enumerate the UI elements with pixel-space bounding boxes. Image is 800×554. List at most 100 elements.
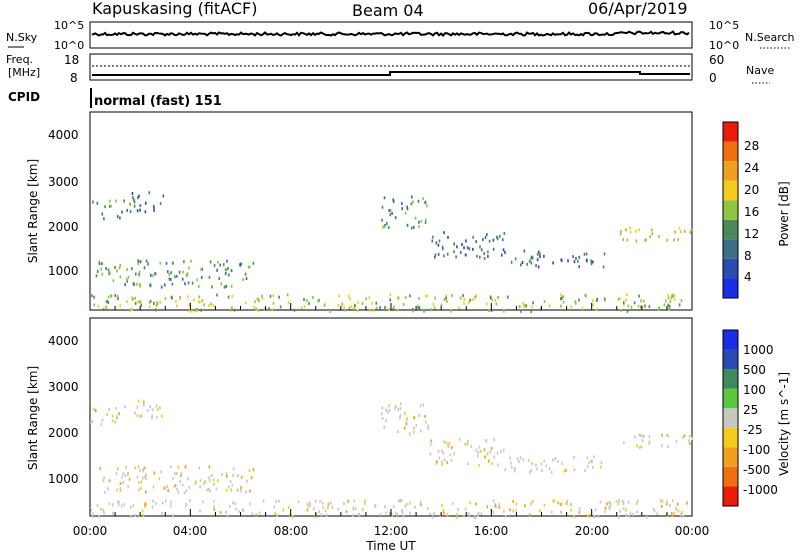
heatmap-cell [241, 508, 244, 512]
heatmap-cell [142, 476, 144, 480]
heatmap-cell [496, 451, 499, 455]
heatmap-cell [237, 474, 239, 478]
heatmap-cell [183, 491, 186, 495]
heatmap-cell [140, 303, 143, 307]
heatmap-cell [240, 489, 242, 493]
heatmap-cell [401, 509, 403, 512]
heatmap-cell [565, 468, 567, 472]
heatmap-cell [213, 482, 215, 486]
heatmap-cell [634, 435, 636, 439]
heatmap-cell [210, 302, 212, 306]
heatmap-cell [215, 487, 218, 491]
heatmap-cell [480, 248, 483, 252]
heatmap-cell [126, 300, 128, 304]
heatmap-cell [483, 257, 486, 260]
heatmap-cell [308, 301, 310, 305]
heatmap-cell [133, 283, 135, 287]
heatmap-cell [131, 307, 133, 311]
heatmap-cell [467, 440, 469, 443]
heatmap-cell [661, 444, 663, 448]
heatmap-cell [242, 508, 245, 512]
heatmap-cell [107, 268, 110, 272]
heatmap-cell [401, 207, 403, 211]
heatmap-cell [405, 420, 408, 424]
heatmap-cell [673, 511, 676, 515]
heatmap-cell [210, 474, 213, 477]
colorbar-segment [723, 330, 738, 350]
heatmap-cell [216, 268, 218, 272]
heatmap-cell [661, 499, 664, 503]
heatmap-cell [232, 501, 234, 505]
heatmap-cell [413, 225, 415, 229]
heatmap-cell [392, 198, 394, 202]
heatmap-cell [583, 252, 586, 256]
heatmap-cell [465, 253, 467, 257]
heatmap-cell [397, 296, 399, 300]
heatmap-cell [348, 306, 351, 310]
heatmap-cell [323, 303, 326, 307]
heatmap-cell [668, 304, 671, 308]
heatmap-cell [417, 304, 419, 308]
heatmap-cell [116, 488, 118, 492]
heatmap-cell [515, 502, 518, 506]
heatmap-cell [388, 404, 391, 408]
heatmap-cell [608, 501, 611, 505]
heatmap-cell [106, 299, 108, 303]
heatmap-cell [648, 435, 651, 439]
heatmap-cell [404, 504, 407, 508]
heatmap-cell [464, 507, 467, 511]
heatmap-cell [496, 235, 498, 239]
heatmap-cell [225, 471, 228, 475]
heatmap-cell [138, 194, 140, 198]
freq-label-2: [MHz] [8, 66, 40, 79]
heatmap-cell [383, 425, 385, 429]
heatmap-cell [644, 238, 646, 242]
heatmap-cell [618, 515, 620, 519]
velocity-panel: Slant Range [km] 4000 3000 2000 1000 100… [26, 317, 791, 519]
heatmap-cell [200, 276, 203, 279]
heatmap-cell [244, 301, 247, 305]
heatmap-cell [529, 471, 531, 474]
heatmap-cell [486, 505, 489, 509]
heatmap-cell [170, 500, 172, 504]
heatmap-cell [530, 261, 533, 265]
heatmap-cell [575, 301, 577, 305]
heatmap-cell [306, 299, 308, 302]
heatmap-cell [381, 406, 384, 410]
heatmap-cell [501, 253, 503, 257]
heatmap-cell [589, 514, 592, 518]
heatmap-cell [456, 245, 458, 249]
heatmap-cell [129, 210, 132, 213]
heatmap-cell [174, 275, 176, 279]
heatmap-cell [401, 202, 403, 205]
heatmap-cell [400, 402, 402, 406]
heatmap-cell [404, 412, 406, 416]
heatmap-cell [343, 305, 345, 309]
heatmap-cell [457, 508, 459, 511]
heatmap-cell [623, 441, 625, 445]
heatmap-cell [595, 308, 598, 312]
heatmap-cell [163, 283, 166, 287]
heatmap-cell [318, 510, 320, 514]
heatmap-cell [520, 309, 522, 313]
heatmap-cell [433, 511, 435, 515]
heatmap-cell [209, 260, 212, 264]
heatmap-cell [622, 501, 625, 505]
heatmap-cell [107, 301, 110, 305]
heatmap-cell [392, 308, 394, 312]
freq-label-1: Freq. [6, 53, 33, 66]
heatmap-cell [478, 445, 481, 449]
noise-frame [89, 21, 693, 49]
heatmap-cell [414, 216, 417, 220]
heatmap-cell [393, 505, 395, 509]
heatmap-cell [562, 300, 565, 304]
heatmap-cell [148, 191, 151, 195]
heatmap-cell [117, 502, 120, 506]
colorbar-frame [722, 329, 739, 507]
power-colorbar [722, 121, 739, 299]
heatmap-cell [100, 267, 103, 271]
heatmap-cell [162, 194, 165, 198]
heatmap-cell [217, 260, 219, 264]
heatmap-cell [286, 293, 289, 297]
heatmap-cell [184, 465, 187, 469]
